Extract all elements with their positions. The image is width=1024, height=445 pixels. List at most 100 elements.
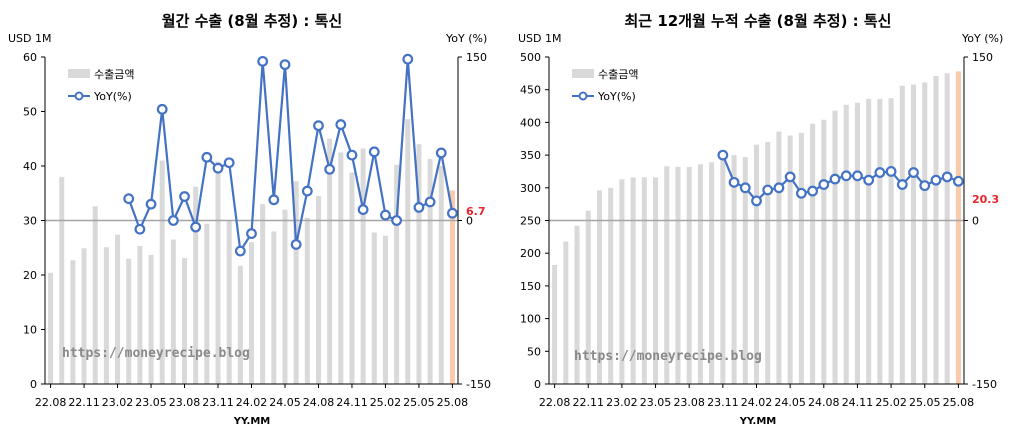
yoy-point bbox=[919, 180, 931, 192]
bar bbox=[349, 172, 355, 384]
yoy-point bbox=[290, 239, 302, 250]
bar bbox=[293, 181, 299, 384]
right-tick-label: 0 bbox=[466, 215, 473, 228]
right-tick-label: 150 bbox=[466, 51, 487, 64]
yoy-point bbox=[346, 149, 358, 161]
bar bbox=[563, 241, 569, 384]
x-tick-label: 25.08 bbox=[943, 396, 975, 409]
bar bbox=[877, 98, 883, 384]
yoy-point bbox=[234, 245, 246, 257]
x-tick-label: 23.02 bbox=[102, 396, 134, 409]
bar bbox=[360, 148, 366, 384]
legend-bar-swatch bbox=[572, 69, 594, 78]
x-tick-label: 23.11 bbox=[707, 396, 739, 409]
legend: 수출금액 YoY(%) bbox=[572, 68, 638, 103]
yoy-point bbox=[402, 53, 414, 65]
left-axis-unit: USD 1M bbox=[518, 32, 562, 45]
yoy-point bbox=[863, 174, 875, 186]
watermark: https://moneyrecipe.blog bbox=[62, 346, 250, 361]
yoy-point bbox=[784, 171, 796, 183]
yoy-point bbox=[212, 162, 224, 174]
bar bbox=[182, 258, 188, 384]
chart-title: 월간 수출 (8월 추정) : 톡신 bbox=[162, 12, 342, 30]
left-tick-label: 150 bbox=[520, 280, 541, 293]
yoy-point bbox=[134, 223, 146, 235]
yoy-point bbox=[223, 157, 235, 169]
right-axis-unit: YoY (%) bbox=[961, 32, 1003, 45]
bar bbox=[315, 195, 321, 384]
yoy-line bbox=[721, 154, 959, 203]
yoy-point bbox=[246, 228, 257, 239]
left-tick-label: 500 bbox=[520, 51, 541, 64]
bar bbox=[608, 187, 614, 384]
yoy-point bbox=[301, 185, 313, 197]
left-tick-label: 350 bbox=[520, 149, 541, 162]
left-tick-label: 10 bbox=[23, 324, 37, 337]
yoy-point bbox=[930, 174, 942, 186]
right-tick-label: -150 bbox=[466, 378, 491, 391]
bar bbox=[81, 248, 87, 384]
bar bbox=[798, 132, 804, 384]
bar bbox=[888, 98, 894, 385]
bar bbox=[641, 177, 647, 384]
yoy-point bbox=[424, 196, 436, 208]
bar bbox=[933, 75, 939, 384]
yoy-point bbox=[179, 191, 190, 202]
bar bbox=[922, 82, 928, 385]
left-tick-label: 50 bbox=[23, 106, 37, 119]
left-tick-label: 60 bbox=[23, 51, 37, 64]
legend-line-label: YoY(%) bbox=[93, 90, 132, 103]
yoy-point bbox=[751, 195, 762, 207]
yoy-point bbox=[773, 182, 785, 194]
line-series bbox=[123, 53, 458, 257]
bar bbox=[843, 104, 849, 384]
yoy-point bbox=[941, 171, 953, 183]
x-tick-label: 22.08 bbox=[35, 396, 67, 409]
bar bbox=[630, 177, 636, 384]
yoy-point bbox=[257, 55, 269, 67]
bar bbox=[709, 162, 715, 384]
bar bbox=[720, 153, 726, 384]
x-tick-label: 25.02 bbox=[875, 396, 907, 409]
bar bbox=[664, 166, 670, 384]
yoy-point bbox=[795, 187, 807, 199]
left-tick-label: 450 bbox=[520, 84, 541, 97]
yoy-point bbox=[368, 146, 380, 158]
left-tick-label: 0 bbox=[30, 378, 37, 391]
yoy-point bbox=[335, 119, 347, 130]
bar bbox=[776, 131, 782, 384]
bar bbox=[832, 110, 838, 385]
yoy-point bbox=[818, 179, 830, 190]
bar bbox=[653, 177, 659, 384]
x-tick-label: 24.05 bbox=[774, 396, 806, 409]
yoy-point bbox=[123, 193, 135, 205]
bar bbox=[92, 206, 98, 384]
bar bbox=[753, 144, 760, 384]
bar bbox=[697, 164, 703, 384]
bar bbox=[619, 179, 625, 384]
bar bbox=[944, 73, 950, 384]
yoy-point bbox=[413, 202, 425, 213]
left-axis-unit: USD 1M bbox=[8, 32, 52, 45]
legend-marker bbox=[578, 91, 588, 101]
bar bbox=[899, 85, 905, 384]
left-tick-label: 300 bbox=[520, 182, 541, 195]
watermark: https://moneyrecipe.blog bbox=[574, 349, 762, 364]
left-tick-label: 50 bbox=[527, 345, 541, 358]
bar bbox=[226, 220, 232, 384]
bar bbox=[765, 142, 771, 384]
bar bbox=[394, 164, 400, 384]
bar bbox=[260, 204, 266, 384]
bar bbox=[248, 242, 255, 384]
x-tick-label: 24.11 bbox=[842, 396, 874, 409]
chart-title: 최근 12개월 누적 수출 (8월 추정) : 톡신 bbox=[625, 12, 892, 30]
bar bbox=[574, 225, 580, 384]
legend-marker bbox=[74, 91, 84, 101]
bar bbox=[137, 246, 143, 384]
last-yoy-label: 6.7 bbox=[466, 205, 486, 218]
bar bbox=[338, 152, 344, 384]
yoy-point bbox=[908, 167, 919, 178]
bar-series bbox=[552, 71, 961, 385]
tick-labels: 0 50 100 150 200 250 300 350 400 450 500 -150 0 150 22… bbox=[520, 51, 997, 409]
